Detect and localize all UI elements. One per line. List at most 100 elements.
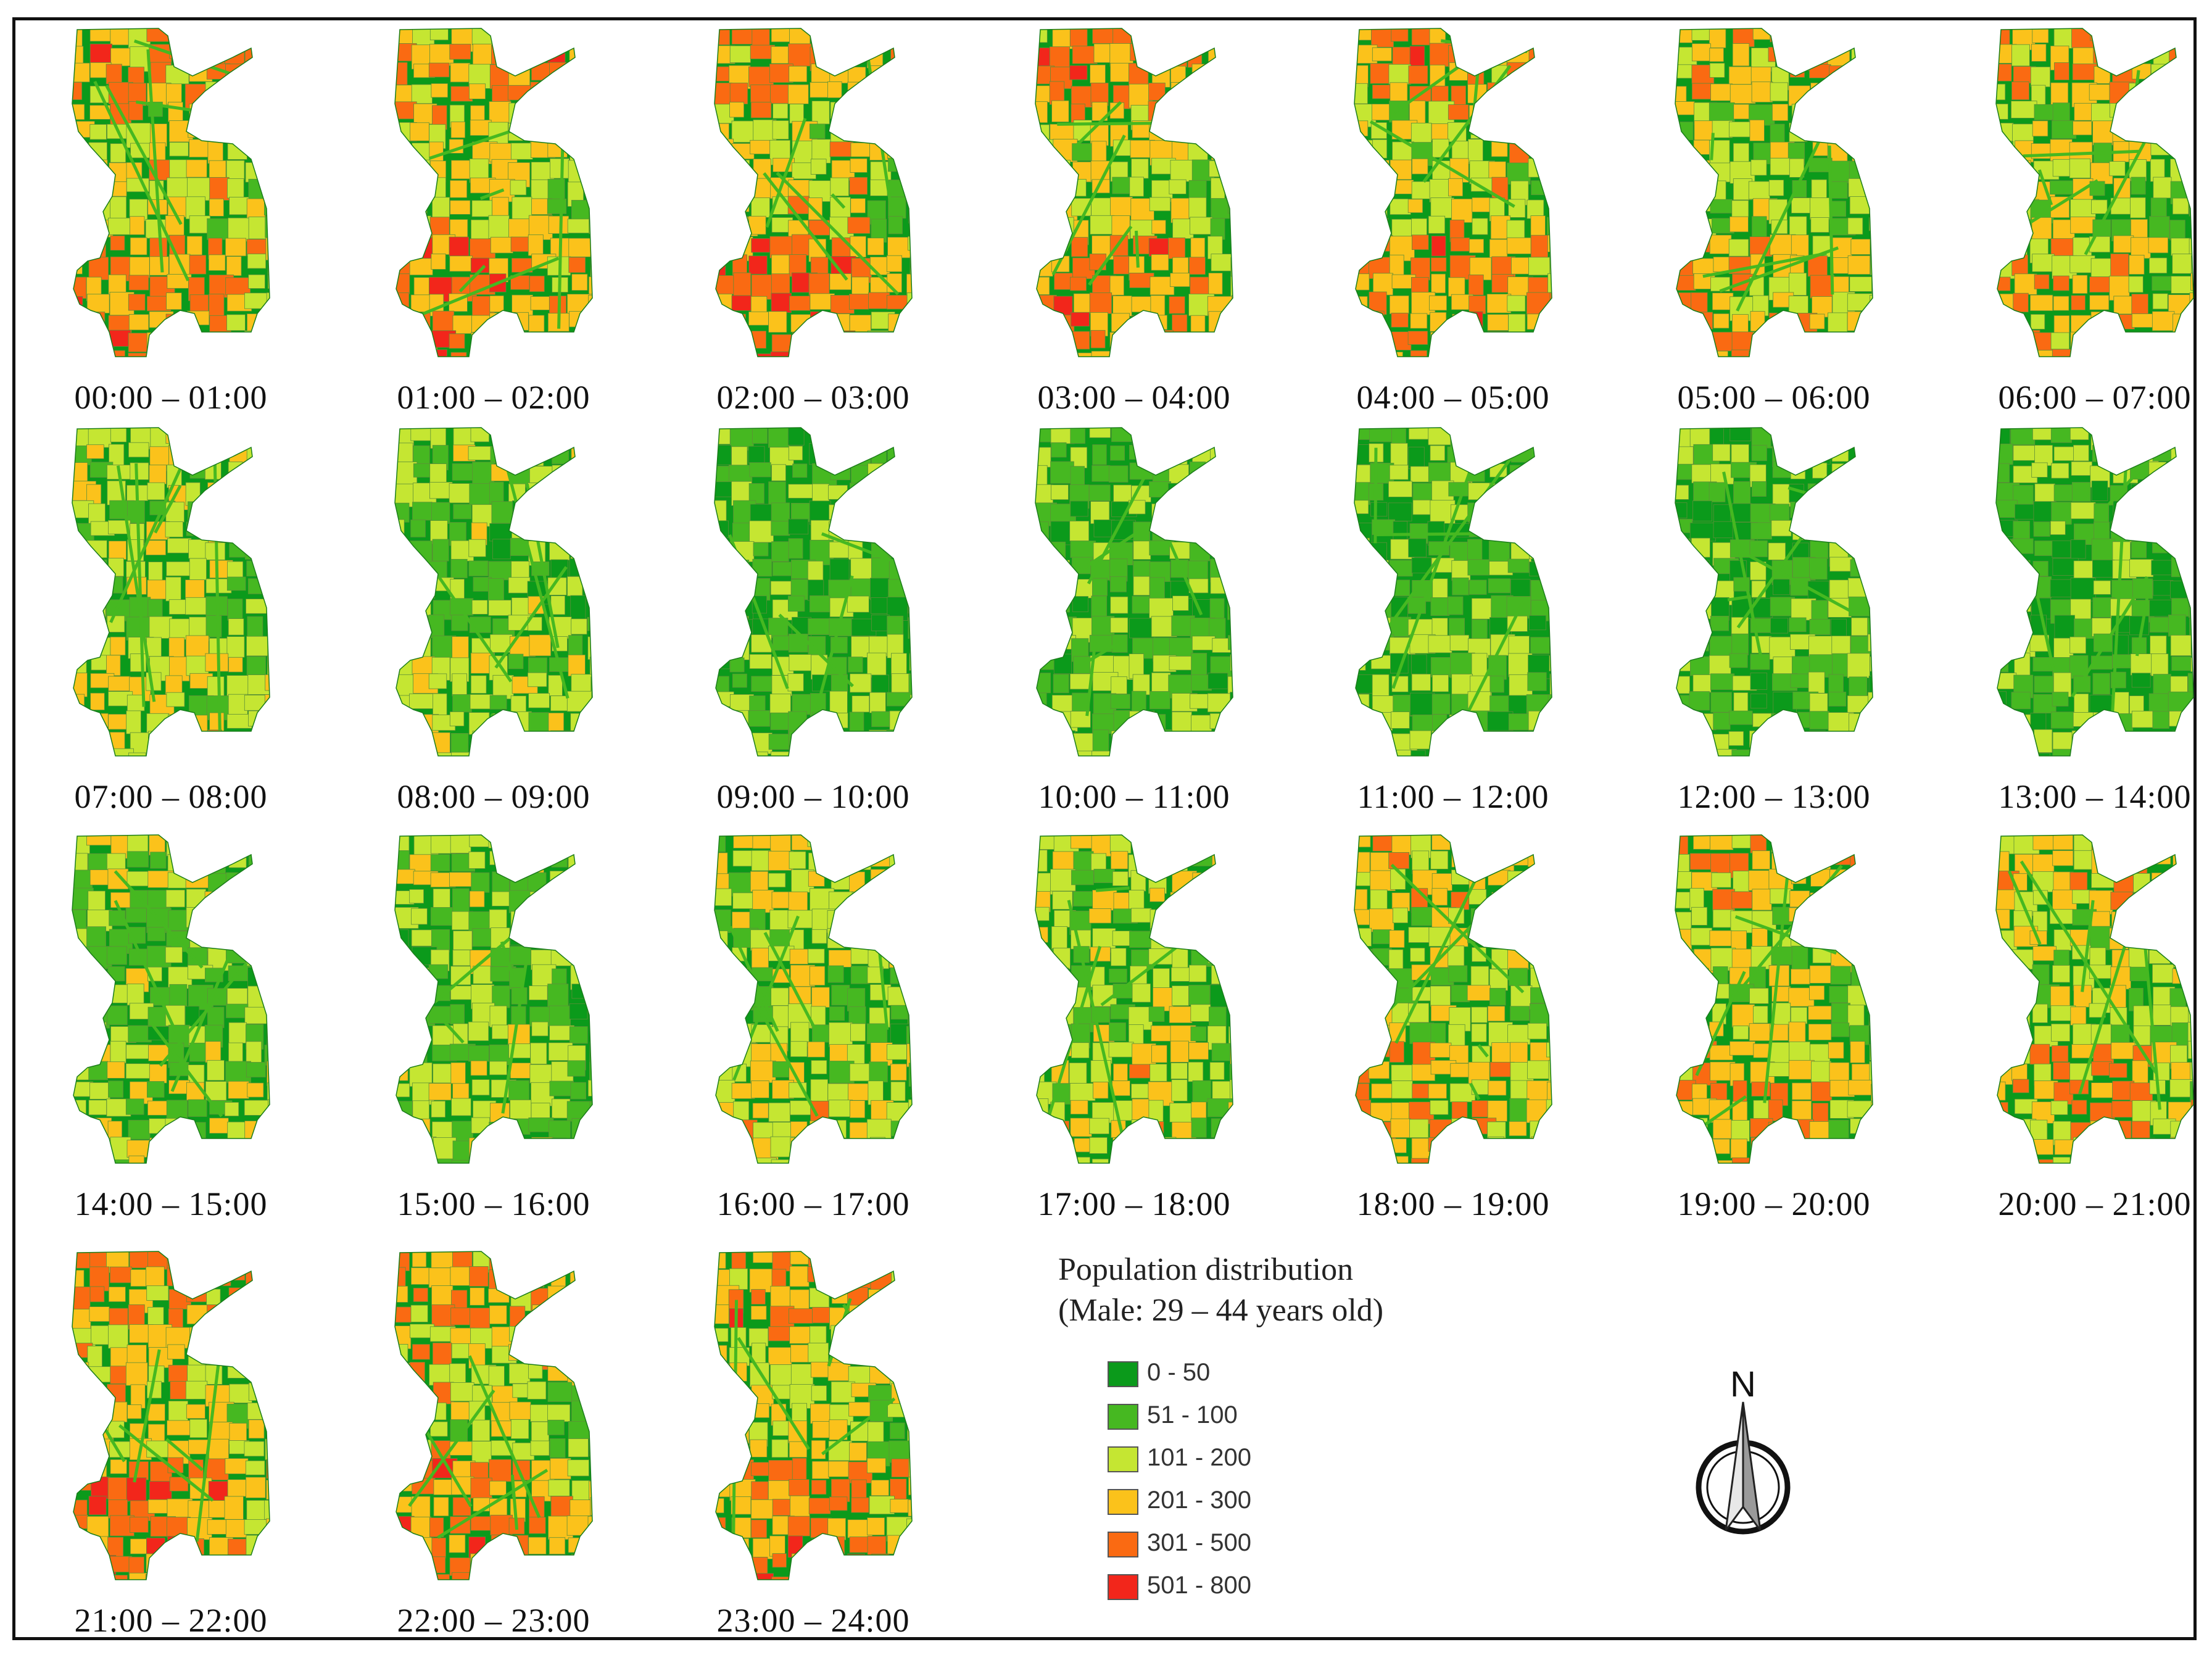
map-district <box>265 1285 270 1306</box>
map-panel: 20:00 – 21:00 <box>1937 830 2212 1225</box>
map-district <box>453 931 473 950</box>
map-district <box>471 1117 491 1134</box>
map-district <box>450 352 467 357</box>
map-district <box>185 45 204 66</box>
map-district <box>2150 352 2166 357</box>
map-district <box>571 984 587 999</box>
map-district <box>731 750 749 756</box>
map-district <box>2191 64 2193 81</box>
map-district <box>428 1083 452 1101</box>
map-district <box>788 1308 813 1324</box>
map-district <box>395 752 415 756</box>
map-district <box>570 911 586 931</box>
map-district <box>428 1267 452 1288</box>
map-district <box>395 1476 413 1492</box>
map-district <box>715 218 734 238</box>
map-district <box>468 852 486 869</box>
map-district <box>2109 1140 2135 1159</box>
map-district <box>1828 502 1850 524</box>
map-district <box>829 1554 846 1569</box>
map-district <box>890 1121 906 1137</box>
map-district <box>1551 181 1552 205</box>
map-district <box>1870 196 1873 222</box>
map-district <box>1151 330 1174 352</box>
map-district <box>488 215 510 239</box>
map-district <box>848 657 863 673</box>
map-district <box>146 672 162 691</box>
map-district <box>909 871 912 895</box>
map-district <box>72 1043 93 1061</box>
map-district <box>1691 968 1709 989</box>
map-district <box>1847 1005 1865 1027</box>
map-district <box>827 484 848 500</box>
map-district <box>788 891 808 913</box>
map-district <box>808 273 830 296</box>
map-district <box>2189 179 2193 197</box>
map-district <box>549 911 571 926</box>
map-district <box>2073 120 2092 136</box>
map-district <box>165 947 183 963</box>
map-district <box>1847 255 1871 275</box>
map-district <box>1149 1121 1164 1146</box>
map-district <box>1789 122 1808 143</box>
map-district <box>1691 160 1710 183</box>
time-label: 00:00 – 01:00 <box>74 379 268 416</box>
map-district <box>751 238 771 253</box>
map-district <box>1753 1005 1768 1024</box>
map-district <box>264 1157 270 1163</box>
map-district <box>1868 519 1873 537</box>
legend-swatch <box>1108 1361 1138 1387</box>
map-district <box>244 1140 267 1163</box>
map-district <box>750 1439 768 1458</box>
map-district <box>2170 634 2193 656</box>
map-panel: 04:00 – 05:00 <box>1296 23 1610 418</box>
map-district <box>1489 968 1508 991</box>
map-district <box>1211 1118 1227 1138</box>
map-district <box>264 1555 270 1580</box>
city-boundary <box>72 427 270 757</box>
map-district <box>531 502 549 528</box>
map-district <box>205 1364 223 1385</box>
map-district <box>2148 950 2171 964</box>
map-district <box>1829 428 1851 442</box>
map-district <box>1850 84 1873 103</box>
map-district <box>1035 1006 1055 1027</box>
map-district <box>1528 257 1552 276</box>
map-district <box>590 1324 592 1348</box>
map-district <box>1710 350 1728 357</box>
map-district <box>1190 217 1213 235</box>
map-district <box>849 1100 866 1118</box>
map-district <box>715 947 728 964</box>
map-district <box>906 1271 912 1287</box>
map-district <box>586 503 592 520</box>
map-district <box>770 581 792 595</box>
map-district <box>850 966 869 984</box>
map-district <box>1389 295 1409 315</box>
map-district <box>226 103 246 121</box>
map-district <box>208 1438 230 1462</box>
map-district <box>1788 1060 1815 1080</box>
map-panel: 02:00 – 03:00 <box>656 23 971 418</box>
map-district <box>1050 352 1066 357</box>
map-district <box>72 1118 88 1139</box>
map-district <box>107 946 127 965</box>
choropleth-map <box>1995 834 2194 1164</box>
map-district <box>807 835 832 847</box>
map-district <box>890 1063 907 1081</box>
map-district <box>569 1003 588 1019</box>
map-district <box>125 1362 148 1386</box>
map-district <box>1209 907 1227 932</box>
map-district <box>1689 853 1712 870</box>
map-district <box>268 65 270 81</box>
city-boundary <box>1995 834 2194 1164</box>
map-district <box>1230 692 1233 713</box>
map-district <box>265 851 270 874</box>
map-district <box>1848 1079 1873 1096</box>
map-district <box>1129 1138 1148 1163</box>
map-district <box>72 1402 90 1427</box>
map-district <box>1547 273 1552 294</box>
map-district <box>787 595 805 612</box>
map-district <box>569 558 592 577</box>
map-district <box>1149 577 1165 600</box>
map-district <box>1035 484 1053 504</box>
